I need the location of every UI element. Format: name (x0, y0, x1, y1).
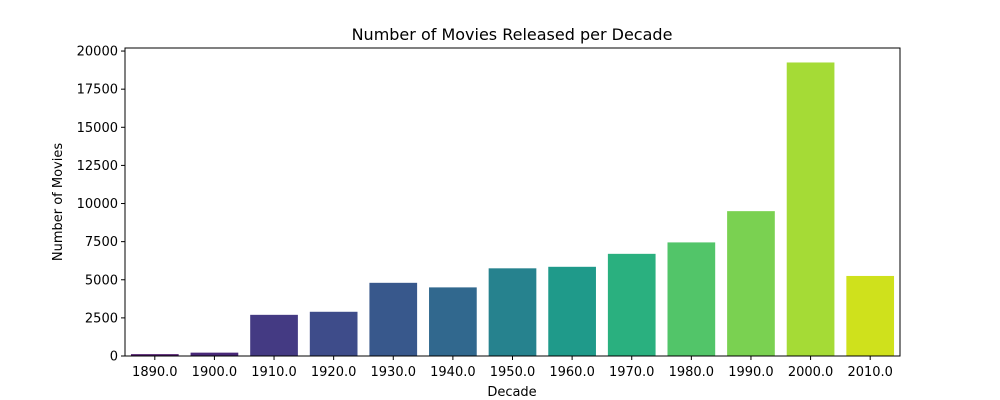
bar-2010.0 (846, 275, 895, 356)
x-tick-label: 1990.0 (728, 365, 774, 380)
y-tick-label: 17500 (77, 83, 118, 98)
bar-1970.0 (607, 253, 656, 356)
y-tick-label: 10000 (77, 197, 118, 212)
x-tick-label: 1980.0 (669, 365, 715, 380)
bar-2000.0 (786, 62, 835, 357)
x-tick-label: 1910.0 (251, 365, 297, 380)
y-tick-label: 12500 (77, 159, 118, 174)
plot-frame (124, 47, 901, 357)
bar-1950.0 (488, 268, 537, 356)
x-tick-label: 2000.0 (788, 365, 834, 380)
bar-1940.0 (429, 287, 477, 356)
chart-title: Number of Movies Released per Decade (352, 25, 673, 44)
x-tick-label: 1930.0 (371, 365, 417, 380)
bar-1990.0 (727, 211, 775, 356)
x-axis-ticks: 1890.0 1900.0 1910.0 1920.0 1930.0 1940.0 1950… (132, 356, 893, 380)
x-tick-label: 2010.0 (847, 365, 893, 380)
bar-1910.0 (250, 314, 298, 356)
x-tick-label: 1890.0 (132, 365, 178, 380)
y-axis-label: Number of Movies (51, 143, 66, 261)
x-tick-label: 1920.0 (311, 365, 357, 380)
bar-1960.0 (548, 266, 596, 356)
y-tick-label: 15000 (77, 121, 118, 136)
bar-1900.0 (190, 352, 239, 356)
bar-1980.0 (667, 242, 716, 356)
y-tick-label: 5000 (85, 273, 118, 288)
bar-1890.0 (130, 354, 179, 356)
x-tick-label: 1950.0 (490, 365, 536, 380)
x-tick-label: 1970.0 (609, 365, 655, 380)
x-tick-label: 1960.0 (549, 365, 595, 380)
y-tick-label: 0 (110, 350, 118, 365)
bar-1930.0 (369, 282, 418, 356)
bars-group (130, 62, 895, 357)
y-tick-label: 2500 (85, 311, 118, 326)
y-tick-label: 7500 (85, 235, 118, 250)
x-tick-label: 1900.0 (192, 365, 238, 380)
y-axis-ticks: 0 2500 5000 7500 10000 12500 15000 17500 20000 (77, 45, 125, 365)
x-tick-label: 1940.0 (430, 365, 476, 380)
y-tick-label: 20000 (77, 45, 118, 60)
bar-1920.0 (309, 311, 358, 356)
x-axis-label: Decade (487, 385, 536, 400)
